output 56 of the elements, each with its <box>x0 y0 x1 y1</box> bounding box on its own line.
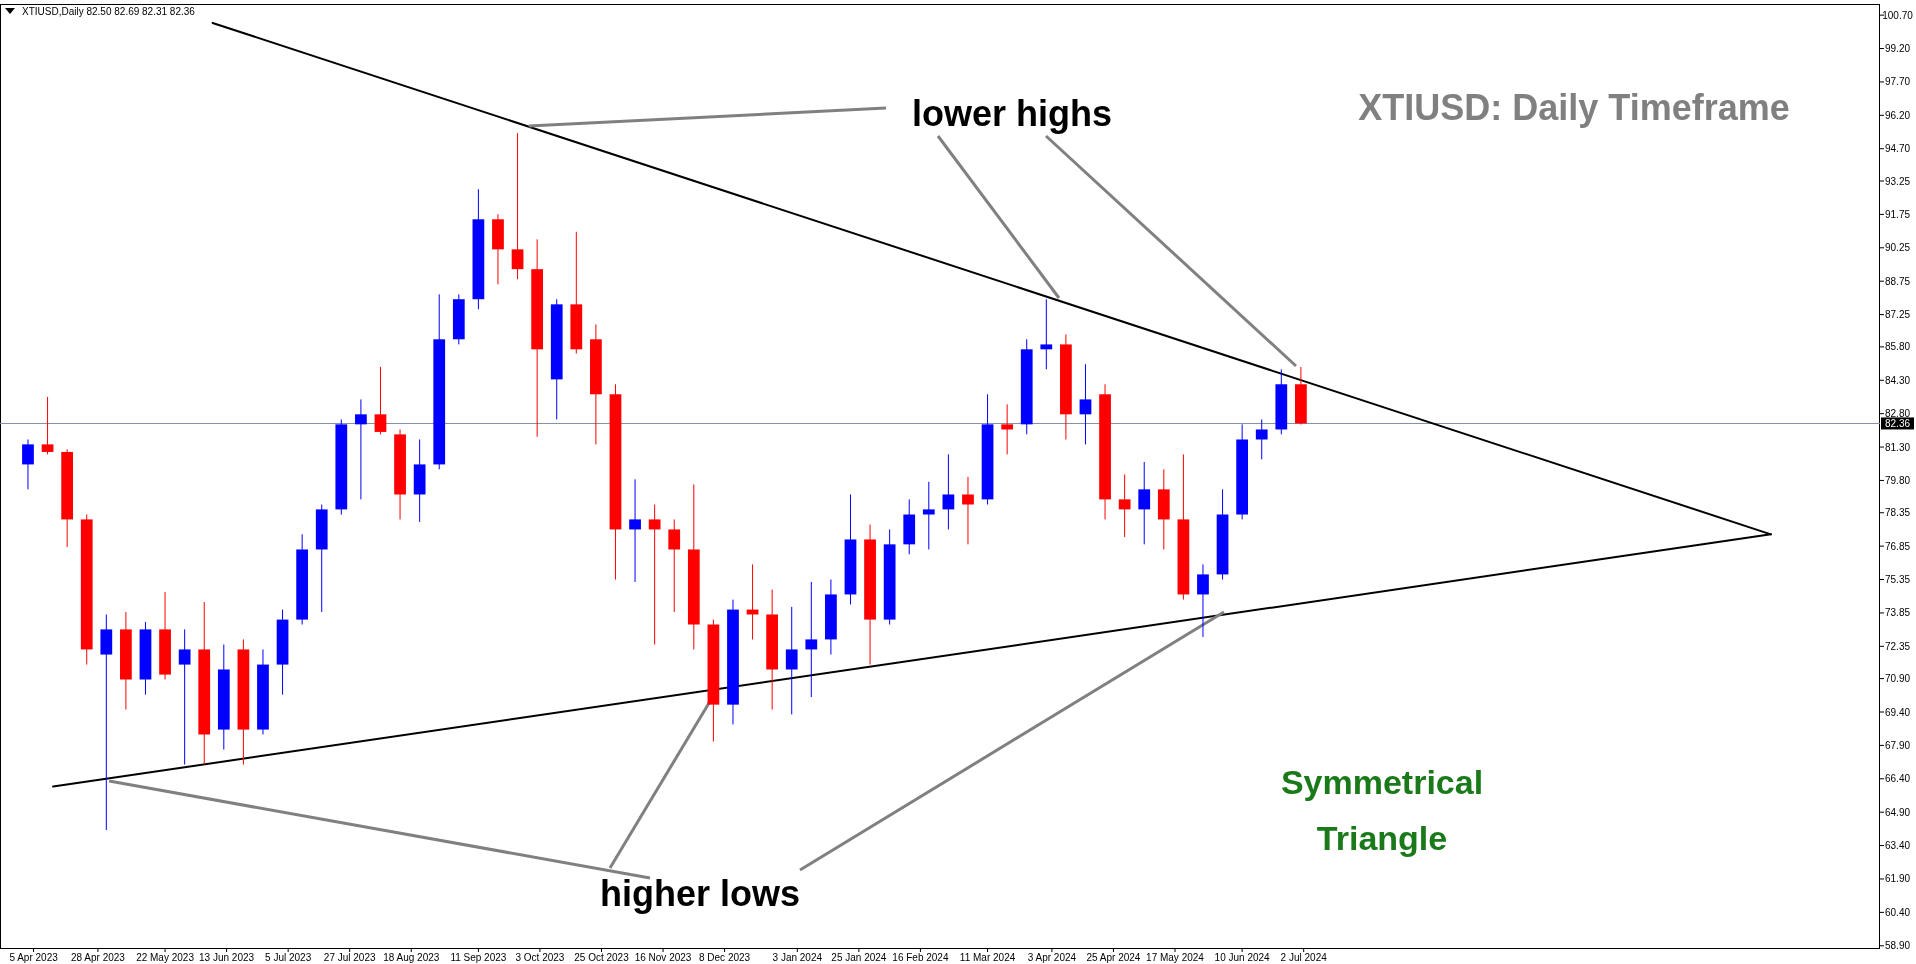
y-tick-label: 79.80 <box>1884 474 1911 486</box>
y-tick-label: 76.85 <box>1884 540 1911 552</box>
y-tick-label: 84.30 <box>1884 374 1911 386</box>
x-tick-label: 10 Jun 2024 <box>1214 952 1271 963</box>
y-tick-label: 67.90 <box>1884 739 1911 751</box>
x-tick-label: 13 Jun 2023 <box>199 952 255 963</box>
x-tick-label: 5 Apr 2023 <box>9 952 59 963</box>
x-tick-label: 25 Apr 2024 <box>1086 952 1141 963</box>
x-tick-label: 3 Jan 2024 <box>772 952 823 963</box>
y-tick-label: 99.20 <box>1884 43 1911 55</box>
y-tick-label: 60.40 <box>1884 906 1911 918</box>
annotation: lower highs <box>911 93 1113 134</box>
x-tick-label: 2 Jul 2024 <box>1280 952 1328 963</box>
y-tick-label: 61.90 <box>1884 873 1911 885</box>
y-tick-label: 69.40 <box>1884 706 1911 718</box>
x-tick-label: 25 Jan 2024 <box>831 952 887 963</box>
y-tick-label: 81.30 <box>1884 441 1911 453</box>
x-tick-label: 3 Oct 2023 <box>515 952 565 963</box>
x-tick-label: 18 Aug 2023 <box>383 952 440 963</box>
y-tick-label: 88.75 <box>1884 275 1911 287</box>
y-tick-label: 90.25 <box>1884 242 1911 254</box>
x-tick-label: 16 Nov 2023 <box>634 952 692 963</box>
x-tick-label: 22 May 2023 <box>136 952 195 963</box>
y-tick-label: 82.80 <box>1884 408 1911 420</box>
y-tick-label: 97.70 <box>1884 76 1911 88</box>
y-tick-label: 85.80 <box>1884 341 1911 353</box>
x-tick-label: 11 Sep 2023 <box>450 952 507 963</box>
x-tick-label: 8 Dec 2023 <box>699 952 751 963</box>
ref-line-label: 82.36 <box>1884 418 1911 430</box>
annotation: XTIUSD,Daily 82.50 82.69 82.31 82.36 <box>22 6 196 17</box>
x-tick-label: 27 Jul 2023 <box>323 952 376 963</box>
y-tick-label: 66.40 <box>1884 773 1911 785</box>
x-tick-label: 17 May 2024 <box>1146 952 1205 963</box>
y-tick-label: 100.70 <box>1882 9 1914 21</box>
y-tick-label: 63.40 <box>1884 840 1911 852</box>
x-tick-label: 28 Apr 2023 <box>70 952 126 963</box>
y-tick-label: 87.25 <box>1884 309 1911 321</box>
y-tick-label: 94.70 <box>1884 143 1911 155</box>
y-tick-label: 70.90 <box>1884 673 1911 685</box>
y-tick-label: 78.35 <box>1884 507 1911 519</box>
annotation: Symmetrical Triangle <box>1280 763 1484 857</box>
x-tick-label: 25 Oct 2023 <box>574 952 630 963</box>
y-tick-label: 64.90 <box>1884 806 1911 818</box>
x-tick-label: 3 Apr 2024 <box>1027 952 1077 963</box>
y-tick-label: 72.35 <box>1884 640 1911 652</box>
annotation: higher lows <box>599 873 801 914</box>
x-tick-label: 11 Mar 2024 <box>959 952 1016 963</box>
x-tick-label: 16 Feb 2024 <box>892 952 949 963</box>
y-tick-label: 96.20 <box>1884 109 1911 121</box>
y-tick-label: 73.85 <box>1884 607 1911 619</box>
y-tick-label: 58.90 <box>1884 940 1911 952</box>
y-tick-label: 75.35 <box>1884 574 1911 586</box>
y-tick-label: 91.75 <box>1884 208 1911 220</box>
text: XTIUSD: Daily Timeframe <box>1358 87 1790 128</box>
y-tick-label: 93.25 <box>1884 175 1911 187</box>
x-tick-label: 5 Jul 2023 <box>265 952 312 963</box>
